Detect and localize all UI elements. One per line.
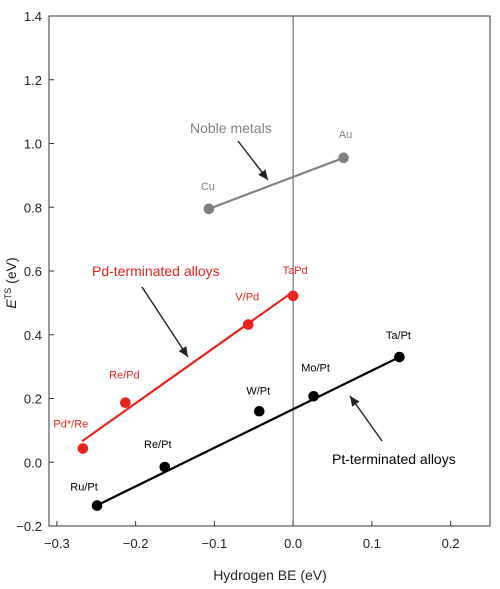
point-label-cu: Cu [201, 181, 215, 193]
point-label-w-pt: W/Pt [246, 385, 270, 397]
x-tick-label: 0.2 [442, 536, 460, 551]
point-label-ta-pt: Ta/Pt [386, 330, 411, 342]
x-tick-label: −0.3 [44, 536, 70, 551]
y-tick-label: 0.0 [24, 455, 42, 470]
data-point-ru-pt [91, 500, 103, 511]
x-tick-label: −0.1 [202, 536, 228, 551]
x-tick-label: 0.1 [363, 536, 381, 551]
y-tick-label: 1.4 [24, 9, 42, 24]
data-point-re-pt [159, 461, 171, 473]
y-tick-label: 1.0 [24, 137, 42, 152]
arrow-pd-terminated-head [178, 346, 188, 357]
arrow-noble-metals-head [258, 169, 268, 180]
group-label-noble-metals: Noble metals [190, 120, 272, 136]
fit-line-pt-terminated-alloys [93, 356, 400, 508]
y-tick-label: 0.6 [24, 264, 42, 279]
group-label-pd-terminated-alloys: Pd-terminated alloys [92, 263, 220, 279]
point-label-tapd: TaPd [283, 265, 308, 277]
data-point-tapd [287, 290, 299, 302]
data-point-pd-re [77, 443, 89, 454]
point-label-au: Au [339, 129, 352, 141]
point-label-ru-pt: Ru/Pt [70, 482, 98, 494]
data-point-w-pt [253, 405, 265, 417]
point-label-re-pd: Re/Pd [109, 370, 140, 382]
fit-line-pd-terminated-alloys [81, 290, 294, 443]
x-tick-label: −0.2 [123, 536, 149, 551]
point-label-v-pd: V/Pd [235, 292, 259, 304]
point-labels-layer: Cu Au Pd*/Re Re/Pd V/Pd TaPd Ru/Pt Re/Pt W/Pt Mo/… [53, 129, 411, 494]
y-tick-label: 0.8 [24, 200, 42, 215]
ticks-layer: −0.3 −0.2 −0.1 0.0 0.1 0.2−0.20.00.20.40.60.8… [16, 9, 459, 551]
data-point-re-pd [120, 397, 131, 408]
x-axis-title: Hydrogen BE (eV) [213, 567, 327, 583]
fit-line-noble-metals [208, 156, 344, 210]
point-label-mo-pt: Mo/Pt [301, 362, 330, 374]
data-point-au [338, 152, 349, 164]
x-tick-label: 0.0 [284, 536, 302, 551]
point-label-pd-re: Pd*/Re [53, 419, 88, 431]
y-tick-label: 1.2 [24, 73, 42, 88]
group-label-pt-terminated-alloys: Pt-terminated alloys [332, 451, 456, 467]
data-points-layer [77, 152, 405, 511]
y-tick-label: −0.2 [16, 519, 42, 534]
fit-lines-layer [81, 156, 400, 508]
data-point-v-pd [242, 319, 254, 330]
y-axis-title: ETS (eV) [3, 257, 19, 308]
arrow-pd-terminated-shaft [141, 286, 189, 358]
y-tick-label: 0.4 [24, 328, 42, 343]
data-point-mo-pt [308, 390, 319, 402]
arrow-pt-terminated-head [350, 396, 360, 407]
data-point-ta-pt [394, 351, 405, 363]
y-tick-label: 0.2 [24, 392, 42, 407]
point-label-re-pt: Re/Pt [144, 439, 172, 451]
data-point-cu [203, 203, 215, 215]
annotation-arrows-layer [141, 140, 383, 442]
